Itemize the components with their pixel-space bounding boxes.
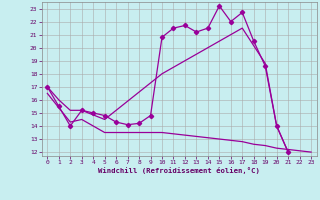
- X-axis label: Windchill (Refroidissement éolien,°C): Windchill (Refroidissement éolien,°C): [98, 167, 260, 174]
